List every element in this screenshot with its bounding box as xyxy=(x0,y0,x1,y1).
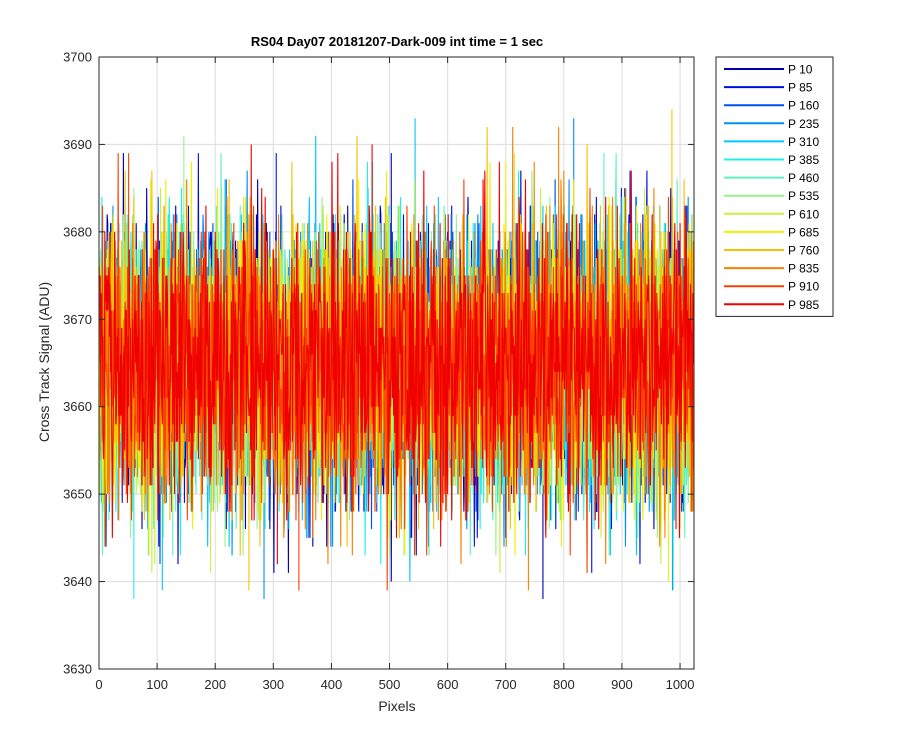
x-tick-label: 0 xyxy=(95,677,102,692)
legend-label: P 460 xyxy=(788,171,819,185)
legend-label: P 610 xyxy=(788,207,819,221)
y-axis-label: Cross Track Signal (ADU) xyxy=(36,282,52,442)
x-tick-label: 700 xyxy=(495,677,517,692)
legend-label: P 835 xyxy=(788,262,819,276)
x-tick-label: 300 xyxy=(262,677,284,692)
x-axis-label: Pixels xyxy=(378,698,415,714)
series-layer xyxy=(99,109,695,600)
x-tick-label: 400 xyxy=(321,677,343,692)
chart-title: RS04 Day07 20181207-Dark-009 int time = … xyxy=(251,34,543,49)
legend-label: P 535 xyxy=(788,189,819,203)
plot-frame xyxy=(98,56,695,670)
x-tick-label: 500 xyxy=(379,677,401,692)
legend-label: P 235 xyxy=(788,117,819,131)
x-tick-label: 100 xyxy=(146,677,168,692)
legend-box xyxy=(715,56,834,317)
x-tick-label: 800 xyxy=(553,677,575,692)
ticks: 0 100 200 300 400 500 600 700 800 900 1000 3630 3640… xyxy=(63,50,694,693)
legend: P 10 P 85 P 160 P 235 P 310 P 385 P 460 P 535 P … xyxy=(715,56,834,317)
y-tick-label: 3680 xyxy=(63,224,92,239)
legend-label: P 10 xyxy=(788,63,813,77)
y-tick-label: 3630 xyxy=(63,662,92,677)
series-line-p-985 xyxy=(99,144,694,565)
y-tick-label: 3660 xyxy=(63,399,92,414)
y-tick-label: 3650 xyxy=(63,487,92,502)
legend-label: P 685 xyxy=(788,225,819,239)
legend-label: P 910 xyxy=(788,280,819,294)
x-tick-label: 1000 xyxy=(666,677,695,692)
x-tick-label: 600 xyxy=(437,677,459,692)
x-tick-label: 900 xyxy=(611,677,633,692)
legend-label: P 85 xyxy=(788,81,813,95)
y-tick-label: 3670 xyxy=(63,312,92,327)
legend-label: P 760 xyxy=(788,244,819,258)
x-tick-label: 200 xyxy=(204,677,226,692)
legend-label: P 310 xyxy=(788,135,819,149)
legend-label: P 385 xyxy=(788,153,819,167)
y-tick-label: 3690 xyxy=(63,137,92,152)
y-tick-label: 3700 xyxy=(63,50,92,65)
legend-label: P 160 xyxy=(788,99,819,113)
legend-label: P 985 xyxy=(788,298,819,312)
y-tick-label: 3640 xyxy=(63,574,92,589)
